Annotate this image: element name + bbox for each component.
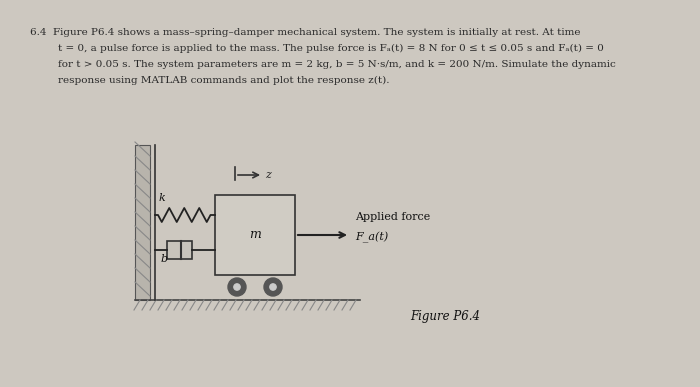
Circle shape [234, 284, 240, 290]
Text: Figure P6.4: Figure P6.4 [410, 310, 480, 323]
Circle shape [228, 278, 246, 296]
Text: 6.4  Figure P6.4 shows a mass–spring–damper mechanical system. The system is ini: 6.4 Figure P6.4 shows a mass–spring–damp… [30, 28, 580, 37]
Text: for t > 0.05 s. The system parameters are m = 2 kg, b = 5 N·s/m, and k = 200 N/m: for t > 0.05 s. The system parameters ar… [58, 60, 616, 69]
Text: t = 0, a pulse force is applied to the mass. The pulse force is Fₐ(t) = 8 N for : t = 0, a pulse force is applied to the m… [58, 44, 604, 53]
Text: response using MATLAB commands and plot the response z(t).: response using MATLAB commands and plot … [58, 76, 389, 85]
Bar [135, 145, 150, 300]
Circle shape [264, 278, 282, 296]
Text: Applied force: Applied force [355, 212, 430, 222]
Text: m: m [249, 228, 261, 241]
Text: b: b [161, 254, 168, 264]
Bar [215, 195, 295, 275]
Text: z: z [265, 170, 271, 180]
Text: F_a(t): F_a(t) [355, 231, 388, 243]
Circle shape [270, 284, 276, 290]
Text: k: k [159, 193, 166, 203]
Bar [167, 241, 192, 259]
